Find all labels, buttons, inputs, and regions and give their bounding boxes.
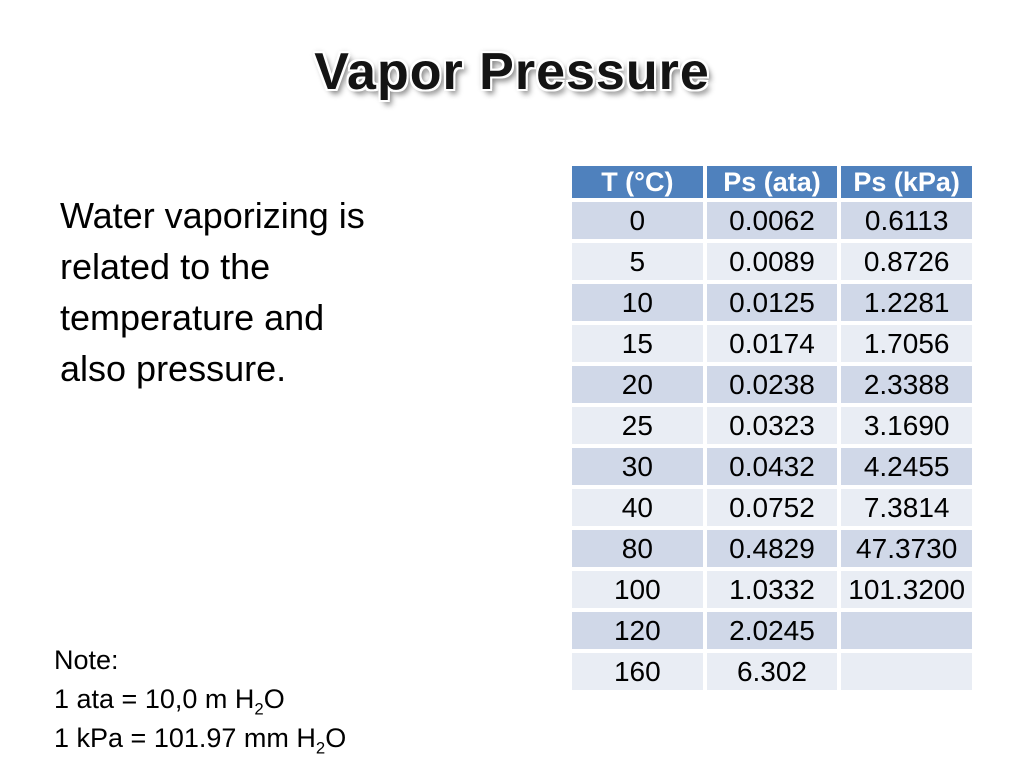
- table-cell: 1.2281: [841, 284, 972, 321]
- table-header-ps-kpa: Ps (kPa): [841, 166, 972, 198]
- note-line-kpa-text: 1 kPa = 101.97 mm H: [54, 723, 316, 753]
- table-row: 25 0.0323 3.1690: [572, 407, 972, 444]
- note-line-ata-subscript: 2: [254, 699, 264, 719]
- table-cell: 40: [572, 489, 703, 526]
- table-cell: 10: [572, 284, 703, 321]
- table-cell: 47.3730: [841, 530, 972, 567]
- table-cell: 0.0174: [706, 325, 838, 362]
- table-cell: 0.0752: [706, 489, 838, 526]
- table-cell: [841, 653, 972, 690]
- table-cell: 160: [572, 653, 703, 690]
- table-cell: 0.0323: [706, 407, 838, 444]
- table-row: 120 2.0245: [572, 612, 972, 649]
- table-cell: 2.3388: [841, 366, 972, 403]
- table-header-row: T (°C) Ps (ata) Ps (kPa): [572, 166, 972, 198]
- table-cell: 15: [572, 325, 703, 362]
- table-cell: 80: [572, 530, 703, 567]
- slide-title: Vapor Pressure: [314, 43, 710, 101]
- table-cell: 0.6113: [841, 202, 972, 239]
- table-row: 160 6.302: [572, 653, 972, 690]
- table-cell: 20: [572, 366, 703, 403]
- table-cell: 0.0125: [706, 284, 838, 321]
- note-block: Note: 1 ata = 10,0 m H2O 1 kPa = 101.97 …: [54, 641, 346, 758]
- note-label: Note:: [54, 645, 119, 675]
- body-text-line: Water vaporizing is: [60, 195, 365, 236]
- body-text-block: Water vaporizing is related to the tempe…: [60, 190, 530, 394]
- table-row: 30 0.0432 4.2455: [572, 448, 972, 485]
- table-cell: 0: [572, 202, 703, 239]
- table-row: 5 0.0089 0.8726: [572, 243, 972, 280]
- body-text-line: temperature and: [60, 297, 325, 338]
- table-cell: 0.4829: [706, 530, 838, 567]
- table-body: 0 0.0062 0.6113 5 0.0089 0.8726 10 0.0125 1.2281…: [572, 202, 972, 690]
- table-row: 40 0.0752 7.3814: [572, 489, 972, 526]
- table-row: 15 0.0174 1.7056: [572, 325, 972, 362]
- body-text-line: related to the: [60, 246, 271, 287]
- table-row: 0 0.0062 0.6113: [572, 202, 972, 239]
- note-line-ata: 1 ata = 10,0 m H2O: [54, 680, 346, 719]
- table-cell: 7.3814: [841, 489, 972, 526]
- table-row: 10 0.0125 1.2281: [572, 284, 972, 321]
- table-cell: 6.302: [706, 653, 838, 690]
- table-cell: [841, 612, 972, 649]
- table-cell: 0.0062: [706, 202, 838, 239]
- table-cell: 0.0432: [706, 448, 838, 485]
- vapor-pressure-table: T (°C) Ps (ata) Ps (kPa) 0 0.0062 0.6113 5 0…: [568, 162, 976, 694]
- table-row: 20 0.0238 2.3388: [572, 366, 972, 403]
- table-cell: 0.0089: [706, 243, 838, 280]
- note-line-ata-suffix: O: [263, 684, 285, 714]
- table-header-ps-ata: Ps (ata): [706, 166, 838, 198]
- table-cell: 30: [572, 448, 703, 485]
- table-cell: 1.7056: [841, 325, 972, 362]
- table-cell: 2.0245: [706, 612, 838, 649]
- table-row: 80 0.4829 47.3730: [572, 530, 972, 567]
- table-cell: 101.3200: [841, 571, 972, 608]
- note-line-kpa-subscript: 2: [315, 738, 326, 758]
- note-line-ata-text: 1 ata = 10,0 m H: [54, 684, 255, 714]
- table-cell: 0.0238: [706, 366, 838, 403]
- table-cell: 1.0332: [706, 571, 838, 608]
- note-line-kpa: 1 kPa = 101.97 mm H2O: [54, 719, 346, 758]
- body-text-line: also pressure.: [60, 348, 287, 389]
- table-cell: 120: [572, 612, 703, 649]
- table-row: 100 1.0332 101.3200: [572, 571, 972, 608]
- table-header-temperature: T (°C): [572, 166, 703, 198]
- table-cell: 4.2455: [841, 448, 972, 485]
- table-cell: 0.8726: [841, 243, 972, 280]
- table-cell: 25: [572, 407, 703, 444]
- table-cell: 100: [572, 571, 703, 608]
- table-cell: 3.1690: [841, 407, 972, 444]
- note-line-kpa-suffix: O: [325, 723, 347, 753]
- table-cell: 5: [572, 243, 703, 280]
